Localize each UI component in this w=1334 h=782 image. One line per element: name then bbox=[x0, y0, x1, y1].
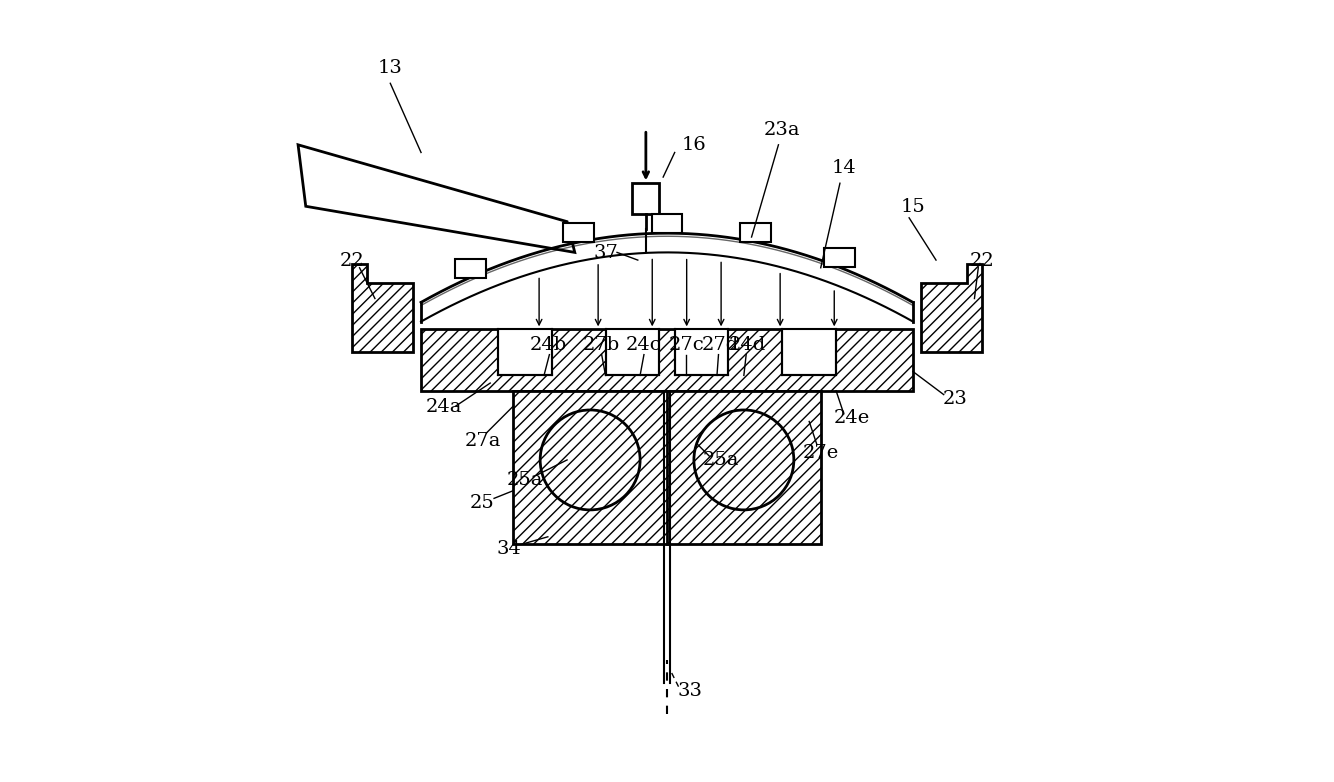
Text: 16: 16 bbox=[682, 136, 706, 154]
Bar bbox=[498, 329, 552, 375]
Text: 24d: 24d bbox=[730, 336, 766, 354]
Text: 27d: 27d bbox=[702, 336, 739, 354]
Text: 22: 22 bbox=[970, 252, 995, 270]
Text: 25a: 25a bbox=[703, 451, 739, 469]
Bar bbox=[563, 224, 594, 243]
Text: 25a: 25a bbox=[507, 470, 543, 488]
Text: 37: 37 bbox=[594, 244, 618, 262]
Text: 27b: 27b bbox=[583, 336, 620, 354]
Text: 24c: 24c bbox=[626, 336, 662, 354]
Text: 24b: 24b bbox=[530, 336, 567, 354]
Bar bbox=[606, 329, 659, 375]
Bar bbox=[514, 391, 820, 544]
Bar bbox=[455, 260, 486, 279]
Polygon shape bbox=[297, 145, 575, 253]
Text: 23: 23 bbox=[943, 389, 967, 407]
Text: 24a: 24a bbox=[426, 397, 463, 415]
Text: 22: 22 bbox=[339, 252, 364, 270]
Bar bbox=[422, 329, 912, 391]
Text: 33: 33 bbox=[678, 682, 703, 700]
Circle shape bbox=[694, 411, 794, 510]
Text: 25: 25 bbox=[470, 493, 495, 511]
Circle shape bbox=[540, 411, 640, 510]
Polygon shape bbox=[920, 264, 982, 353]
Text: 14: 14 bbox=[831, 160, 856, 178]
Bar bbox=[782, 329, 836, 375]
Text: 24e: 24e bbox=[834, 409, 870, 427]
Text: 27e: 27e bbox=[803, 443, 839, 461]
Bar bbox=[651, 214, 683, 234]
Text: 15: 15 bbox=[900, 198, 926, 216]
Text: 27a: 27a bbox=[464, 432, 500, 450]
Text: 27c: 27c bbox=[668, 336, 704, 354]
Text: 23a: 23a bbox=[764, 121, 800, 139]
Text: 13: 13 bbox=[378, 59, 403, 77]
Bar bbox=[675, 329, 728, 375]
Bar bbox=[632, 184, 659, 214]
Bar bbox=[740, 223, 771, 242]
Bar bbox=[824, 248, 855, 267]
Polygon shape bbox=[352, 264, 414, 353]
Text: 34: 34 bbox=[498, 540, 522, 558]
